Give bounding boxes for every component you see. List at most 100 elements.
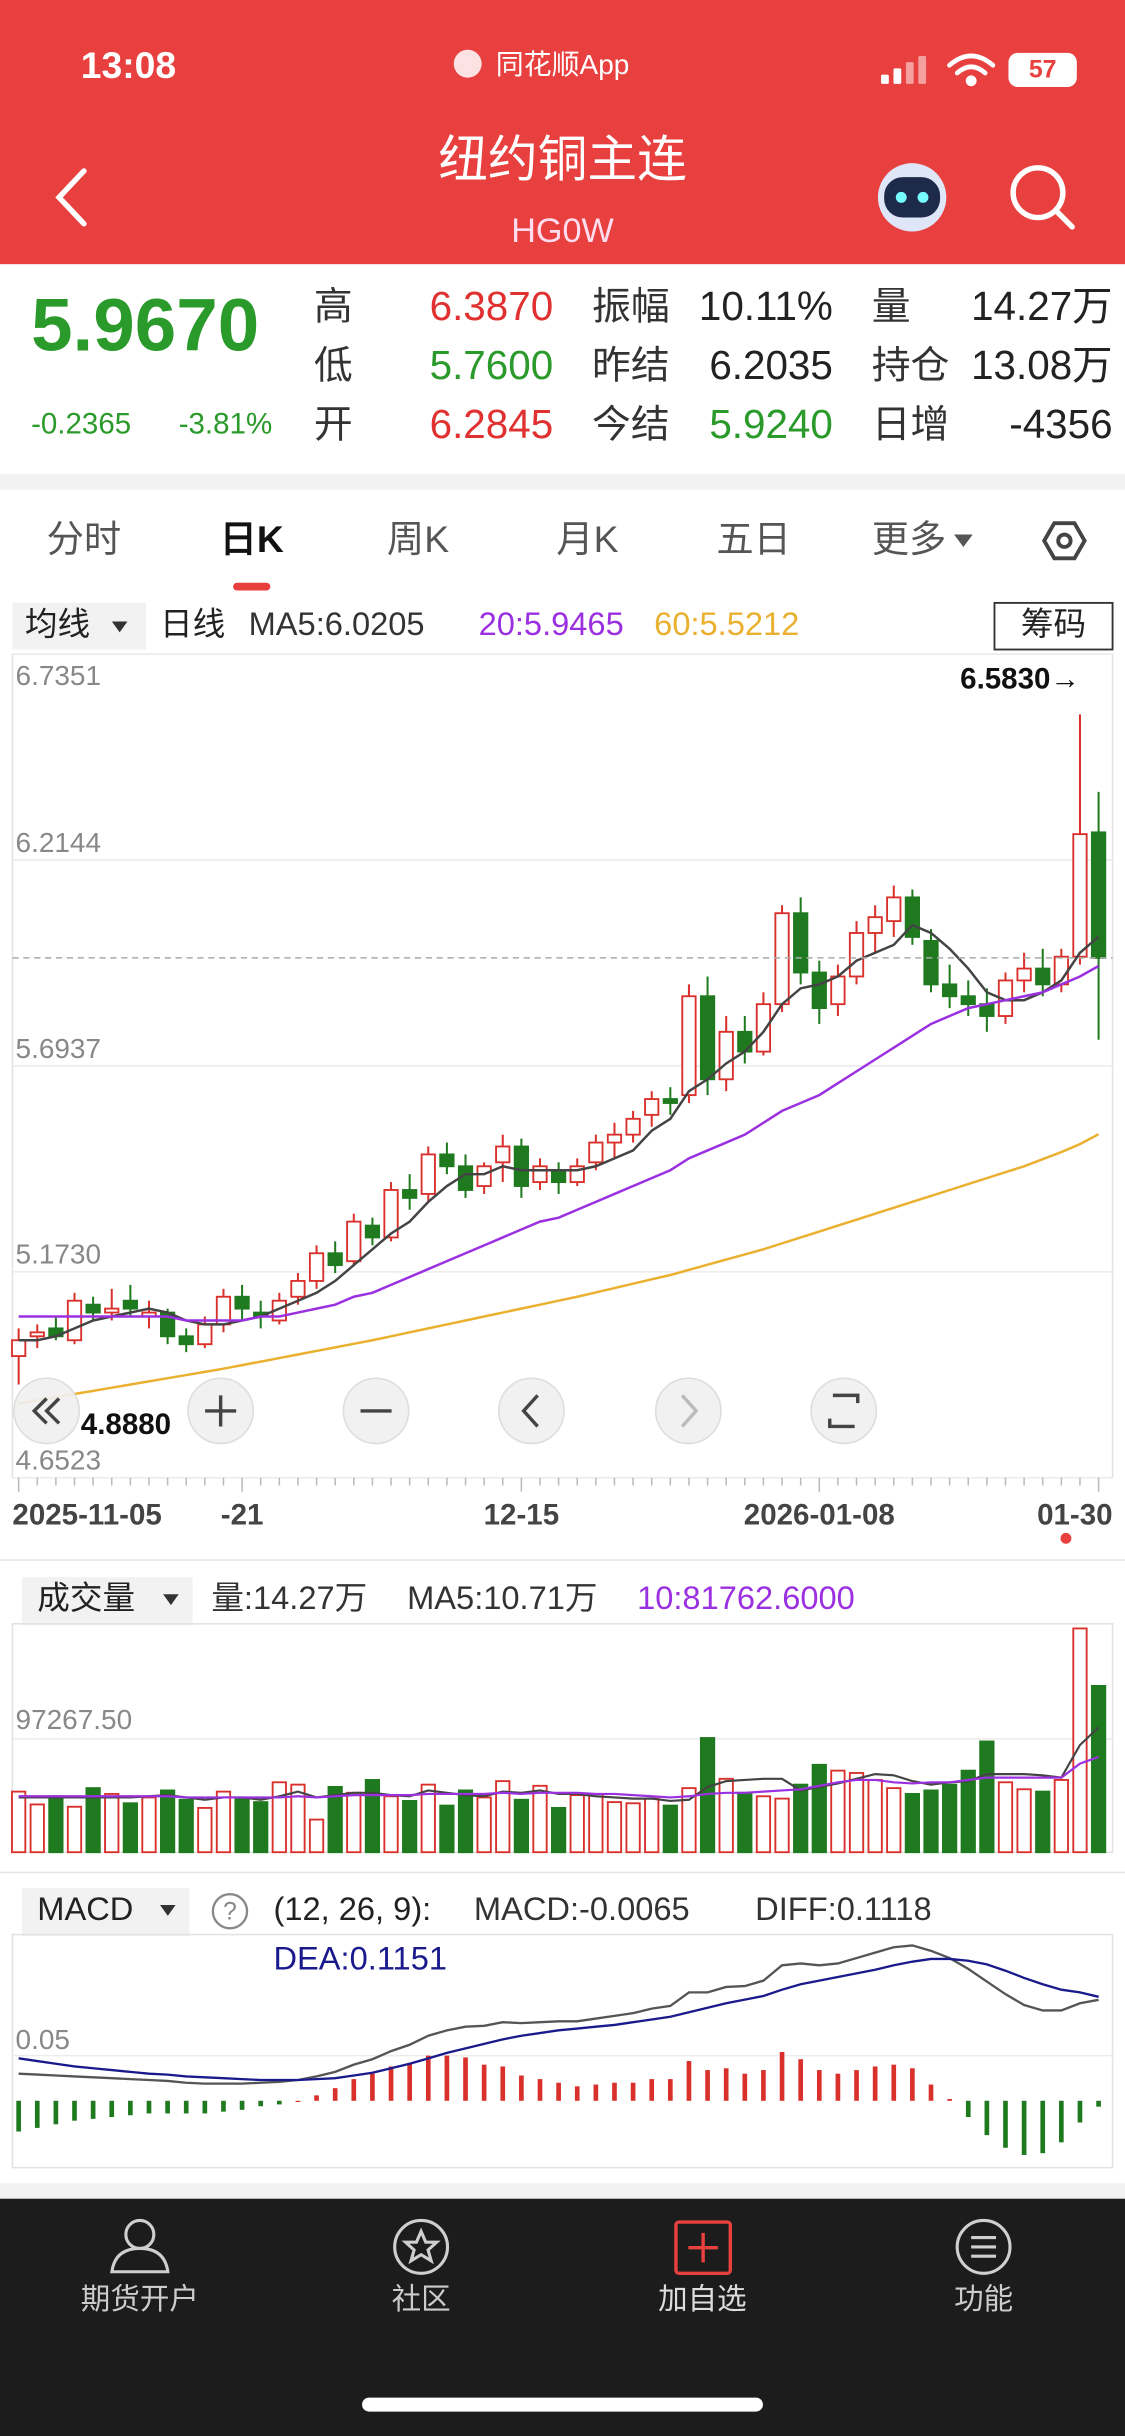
settings-button[interactable] (1041, 521, 1087, 561)
volume-bar (606, 1801, 623, 1854)
macd-bar (1003, 2100, 1008, 2148)
macd-bar (891, 2064, 897, 2101)
chart-control[interactable] (654, 1377, 722, 1445)
volume-bar (1016, 1788, 1032, 1854)
nav-label[interactable]: 功能 (954, 2283, 1013, 2316)
back-button[interactable] (55, 168, 87, 227)
control-icon (205, 1395, 237, 1427)
volume-bar (495, 1780, 511, 1854)
volume-bar (848, 1772, 865, 1854)
macd-bar (1040, 2100, 1046, 2154)
tab[interactable]: 月K (556, 518, 618, 560)
macd-bar (1096, 2100, 1101, 2107)
macd-bar (407, 2062, 412, 2101)
candle-body (737, 1030, 753, 1053)
home-indicator (362, 2397, 763, 2412)
nav-label[interactable]: 社区 (392, 2283, 451, 2316)
tab[interactable]: 五日 (716, 518, 791, 560)
chart-control[interactable] (810, 1377, 878, 1445)
macd-bar (947, 2098, 952, 2101)
app-logo (453, 49, 482, 78)
volume-bar (960, 1769, 976, 1854)
candle-body (793, 912, 809, 974)
volume-bar (290, 1783, 306, 1854)
robot-button[interactable] (877, 163, 947, 232)
candle-body (1035, 967, 1051, 986)
macd-bar (128, 2100, 133, 2116)
candle-body (606, 1133, 623, 1144)
volume-bar (997, 1781, 1014, 1854)
macd-selector[interactable] (21, 1887, 190, 1937)
y-tick-label: 0.05 (16, 2024, 70, 2055)
volume-bar (737, 1791, 753, 1854)
nav-label[interactable]: 加自选 (658, 2283, 747, 2316)
macd-bar (481, 2064, 487, 2101)
macd-bar (519, 2075, 524, 2101)
nav-icon[interactable] (955, 2218, 1012, 2275)
tab[interactable]: 周K (387, 518, 449, 560)
candle-body (364, 1224, 381, 1239)
macd-bar (761, 2070, 766, 2101)
volume-selector[interactable] (21, 1577, 193, 1626)
candle-body (495, 1145, 511, 1164)
quote-label: 昨结 (592, 345, 670, 388)
macd-bar (500, 2066, 506, 2101)
legend-text: 量:14.27万 (211, 1579, 367, 1616)
volume-bar (439, 1804, 455, 1854)
battery-level: 57 (1029, 55, 1057, 83)
quote-value: 5.9240 (709, 401, 833, 447)
volume-bar (718, 1777, 734, 1854)
candle-body (774, 912, 790, 1006)
legend-text: DEA:0.1151 (273, 1940, 447, 1977)
macd-bar (16, 2100, 21, 2132)
search-button[interactable] (1010, 165, 1075, 230)
candle-body (588, 1141, 604, 1164)
help-text[interactable]: ? (223, 1897, 237, 1925)
nav-icon[interactable] (110, 2218, 170, 2274)
macd-bar (425, 2055, 431, 2101)
candle-body (383, 1189, 399, 1239)
volume-bar (625, 1802, 641, 1854)
indicator-line (18, 1755, 1099, 1799)
quote-label: 低 (314, 345, 353, 388)
quote-label: 开 (314, 404, 353, 447)
macd-bar (537, 2079, 543, 2101)
tab-underline (233, 582, 271, 591)
chip-button[interactable] (993, 601, 1114, 651)
ma-selector-label[interactable]: 均线 (25, 605, 90, 642)
nav-icon[interactable] (674, 2220, 733, 2276)
tab[interactable]: 分时 (47, 518, 122, 560)
macd-bar (34, 2100, 40, 2128)
chip-label[interactable]: 筹码 (1021, 605, 1086, 642)
candle-body (551, 1169, 567, 1184)
quote-value: 6.2845 (430, 401, 554, 447)
y-tick-label: 97267.50 (16, 1704, 133, 1735)
instrument-code: HG0W (511, 212, 614, 250)
volume-bar (197, 1806, 213, 1854)
macd-bar (668, 2079, 673, 2101)
candle-body (346, 1220, 362, 1263)
macd-bar (221, 2100, 226, 2112)
tab[interactable]: 日K (220, 518, 284, 560)
volume-bar (66, 1805, 83, 1854)
nav-icon[interactable] (393, 2218, 450, 2275)
candle-body (66, 1299, 83, 1342)
panel-title[interactable]: MACD (37, 1890, 133, 1927)
volume-bar (1072, 1627, 1088, 1854)
candle-body (197, 1323, 213, 1346)
help-button[interactable] (211, 1893, 249, 1930)
panel-title[interactable]: 成交量 (37, 1579, 135, 1616)
macd-bar (835, 2073, 841, 2101)
control-icon (680, 1394, 699, 1428)
volume-bar (904, 1793, 921, 1854)
wifi-icon (947, 53, 996, 87)
macd-bar (332, 2088, 338, 2101)
chart-control[interactable] (498, 1377, 565, 1445)
tab[interactable]: 更多 (872, 518, 947, 560)
candle-body (867, 916, 883, 934)
macd-bar (109, 2100, 115, 2118)
volume-bar (48, 1795, 64, 1854)
nav-label[interactable]: 期货开户 (81, 2283, 199, 2316)
candle-body (104, 1307, 120, 1314)
quote-value: 6.2035 (709, 342, 833, 388)
